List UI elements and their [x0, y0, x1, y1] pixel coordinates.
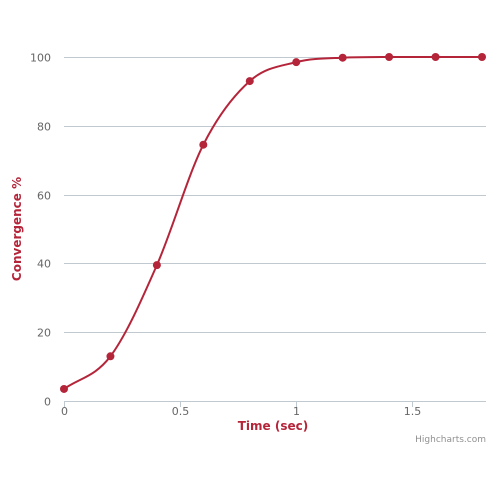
series-line-0	[63, 56, 482, 390]
x-axis: 0 0.5 1 1.5	[61, 401, 421, 418]
grid-lines	[64, 57, 486, 402]
y-tick-label-100: 100	[30, 52, 51, 65]
data-point-0-7[interactable]	[385, 53, 394, 61]
y-tick-label-60: 60	[37, 190, 51, 203]
y-tick-label-80: 80	[37, 121, 51, 134]
x-tick-label-1.5: 1.5	[404, 405, 422, 418]
credits-link[interactable]: Highcharts.com	[415, 435, 486, 445]
y-tick-label-0: 0	[44, 396, 51, 409]
data-point-0-0[interactable]	[60, 384, 68, 393]
y-tick-label-20: 20	[37, 327, 51, 340]
y-axis-labels: 0 20 40 60 80 100	[30, 52, 51, 409]
data-point-0-3[interactable]	[199, 140, 208, 149]
y-tick-label-40: 40	[37, 258, 51, 271]
data-point-0-9[interactable]	[478, 53, 486, 61]
x-axis-title: Time (sec)	[238, 419, 308, 433]
x-tick-label-1: 1	[293, 405, 300, 418]
series-group	[60, 53, 486, 393]
data-point-0-8[interactable]	[431, 53, 440, 61]
data-point-0-2[interactable]	[152, 261, 161, 270]
x-tick-label-0.5: 0.5	[172, 405, 190, 418]
data-point-0-4[interactable]	[245, 77, 254, 86]
x-tick-label-0: 0	[61, 405, 68, 418]
data-point-0-5[interactable]	[292, 58, 301, 67]
y-axis-title: Convergence %	[10, 177, 24, 281]
data-point-0-6[interactable]	[338, 53, 347, 62]
data-point-0-1[interactable]	[106, 352, 115, 361]
